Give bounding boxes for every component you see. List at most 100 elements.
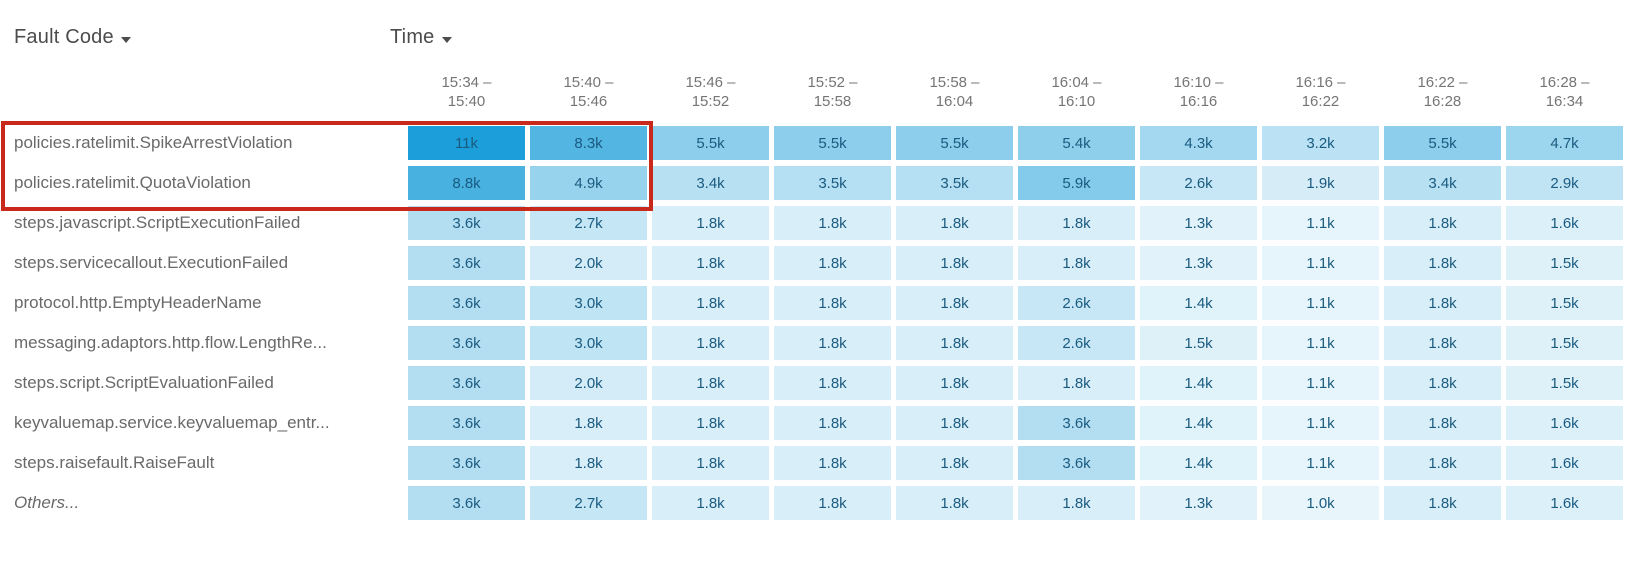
- fault-code-row-label: messaging.adaptors.http.flow.LengthRe...: [14, 333, 327, 352]
- heatmap-cell: 4.7k: [1506, 126, 1623, 160]
- heatmap-cell: 3.6k: [408, 206, 525, 240]
- heatmap-cell: 2.0k: [530, 246, 647, 280]
- heatmap-cell: 3.6k: [408, 446, 525, 480]
- heatmap-cell: 1.8k: [652, 246, 769, 280]
- time-column-header: 16:10 –16:16: [1173, 74, 1224, 110]
- heatmap-cell: 3.6k: [408, 486, 525, 520]
- heatmap-cell: 1.5k: [1140, 326, 1257, 360]
- heatmap-cell: 2.6k: [1018, 326, 1135, 360]
- fault-code-row-label: Others...: [14, 493, 80, 512]
- heatmap-cell: 1.8k: [652, 486, 769, 520]
- heatmap-cell: 1.8k: [774, 286, 891, 320]
- heatmap-cell: 5.5k: [652, 126, 769, 160]
- heatmap-cell: 1.8k: [774, 206, 891, 240]
- heatmap-cell: 3.5k: [774, 166, 891, 200]
- heatmap-cell: 1.8k: [1384, 446, 1501, 480]
- heatmap-cell: 2.6k: [1140, 166, 1257, 200]
- heatmap-cell: 1.8k: [896, 246, 1013, 280]
- corner-spacer: [0, 64, 403, 120]
- heatmap-cell: 3.6k: [408, 366, 525, 400]
- heatmap-cell: 1.8k: [530, 446, 647, 480]
- heatmap-cell: 1.3k: [1140, 486, 1257, 520]
- heatmap-cell: 1.8k: [1018, 246, 1135, 280]
- heatmap-cell: 1.5k: [1506, 286, 1623, 320]
- fault-code-label: Fault Code: [14, 26, 114, 48]
- heatmap-cell: 1.8k: [1384, 206, 1501, 240]
- heatmap-cell: 3.6k: [1018, 406, 1135, 440]
- fault-code-row-label: steps.script.ScriptEvaluationFailed: [14, 373, 274, 392]
- time-column-header: 15:40 –15:46: [563, 74, 614, 110]
- heatmap-cell: 2.7k: [530, 206, 647, 240]
- heatmap-cell: 1.8k: [652, 446, 769, 480]
- heatmap-cell: 1.1k: [1262, 286, 1379, 320]
- heatmap-cell: 3.0k: [530, 286, 647, 320]
- heatmap-cell: 1.8k: [1384, 486, 1501, 520]
- heatmap-cell: 5.5k: [896, 126, 1013, 160]
- heatmap-cell: 3.6k: [408, 326, 525, 360]
- heatmap-cell: 1.8k: [774, 246, 891, 280]
- time-column-header: 16:04 –16:10: [1051, 74, 1102, 110]
- heatmap-cell: 1.4k: [1140, 286, 1257, 320]
- fault-code-row-label: policies.ratelimit.SpikeArrestViolation: [14, 133, 293, 152]
- time-column-header: 15:34 –15:40: [441, 74, 492, 110]
- heatmap-cell: 1.8k: [896, 446, 1013, 480]
- heatmap-cell: 1.8k: [774, 366, 891, 400]
- heatmap-cell: 1.8k: [774, 486, 891, 520]
- time-column-header: 16:28 –16:34: [1539, 74, 1590, 110]
- heatmap-cell: 1.8k: [896, 406, 1013, 440]
- heatmap-cell: 3.6k: [408, 286, 525, 320]
- heatmap-cell: 1.5k: [1506, 246, 1623, 280]
- heatmap-cell: 1.8k: [774, 406, 891, 440]
- heatmap-cell: 1.9k: [1262, 166, 1379, 200]
- fault-code-row-label: steps.raisefault.RaiseFault: [14, 453, 215, 472]
- heatmap-cell: 2.7k: [530, 486, 647, 520]
- heatmap-cell: 3.6k: [408, 246, 525, 280]
- heatmap-cell: 4.3k: [1140, 126, 1257, 160]
- heatmap-cell: 2.6k: [1018, 286, 1135, 320]
- time-column-header: 16:16 –16:22: [1295, 74, 1346, 110]
- heatmap-cell: 1.6k: [1506, 486, 1623, 520]
- heatmap-cell: 5.5k: [774, 126, 891, 160]
- heatmap-cell: 1.4k: [1140, 446, 1257, 480]
- fault-code-dimension-dropdown[interactable]: Fault Code: [14, 26, 131, 49]
- heatmap-cell: 1.0k: [1262, 486, 1379, 520]
- heatmap-cell: 1.4k: [1140, 366, 1257, 400]
- time-dimension-dropdown[interactable]: Time: [390, 26, 452, 49]
- heatmap-cell: 8.3k: [530, 126, 647, 160]
- heatmap-cell: 1.8k: [896, 206, 1013, 240]
- heatmap-cell: 1.1k: [1262, 246, 1379, 280]
- time-column-header: 16:22 –16:28: [1417, 74, 1468, 110]
- heatmap-cell: 1.8k: [1384, 286, 1501, 320]
- caret-down-icon: [120, 36, 131, 43]
- heatmap-cell: 1.8k: [652, 366, 769, 400]
- heatmap-cell: 1.3k: [1140, 246, 1257, 280]
- heatmap-cell: 1.8k: [1018, 366, 1135, 400]
- time-column-header: 15:52 –15:58: [807, 74, 858, 110]
- heatmap-cell: 1.5k: [1506, 326, 1623, 360]
- heatmap-cell: 1.8k: [652, 406, 769, 440]
- heatmap-cell: 1.8k: [1384, 326, 1501, 360]
- heatmap-cell: 1.8k: [1018, 206, 1135, 240]
- heatmap-cell: 5.5k: [1384, 126, 1501, 160]
- time-column-header: 15:58 –16:04: [929, 74, 980, 110]
- fault-code-row-label: keyvaluemap.service.keyvaluemap_entr...: [14, 413, 330, 432]
- heatmap-cell: 1.8k: [896, 326, 1013, 360]
- heatmap-cell: 5.9k: [1018, 166, 1135, 200]
- heatmap-cell: 3.6k: [408, 406, 525, 440]
- heatmap-cell: 1.8k: [1384, 406, 1501, 440]
- heatmap-cell: 5.4k: [1018, 126, 1135, 160]
- heatmap-cell: 1.8k: [1384, 366, 1501, 400]
- heatmap-cell: 1.8k: [530, 406, 647, 440]
- caret-down-icon: [441, 36, 452, 43]
- heatmap-grid: 15:34 –15:40 15:40 –15:46 15:46 –15:52 15:5…: [0, 64, 1623, 520]
- heatmap-cell: 1.6k: [1506, 446, 1623, 480]
- fault-code-row-label: protocol.http.EmptyHeaderName: [14, 293, 262, 312]
- heatmap-cell: 2.9k: [1506, 166, 1623, 200]
- heatmap-cell: 1.8k: [896, 486, 1013, 520]
- heatmap-cell: 1.3k: [1140, 206, 1257, 240]
- heatmap-cell: 1.1k: [1262, 326, 1379, 360]
- heatmap-cell: 8.8k: [408, 166, 525, 200]
- heatmap-cell: 1.1k: [1262, 406, 1379, 440]
- heatmap-cell: 11k: [408, 126, 525, 160]
